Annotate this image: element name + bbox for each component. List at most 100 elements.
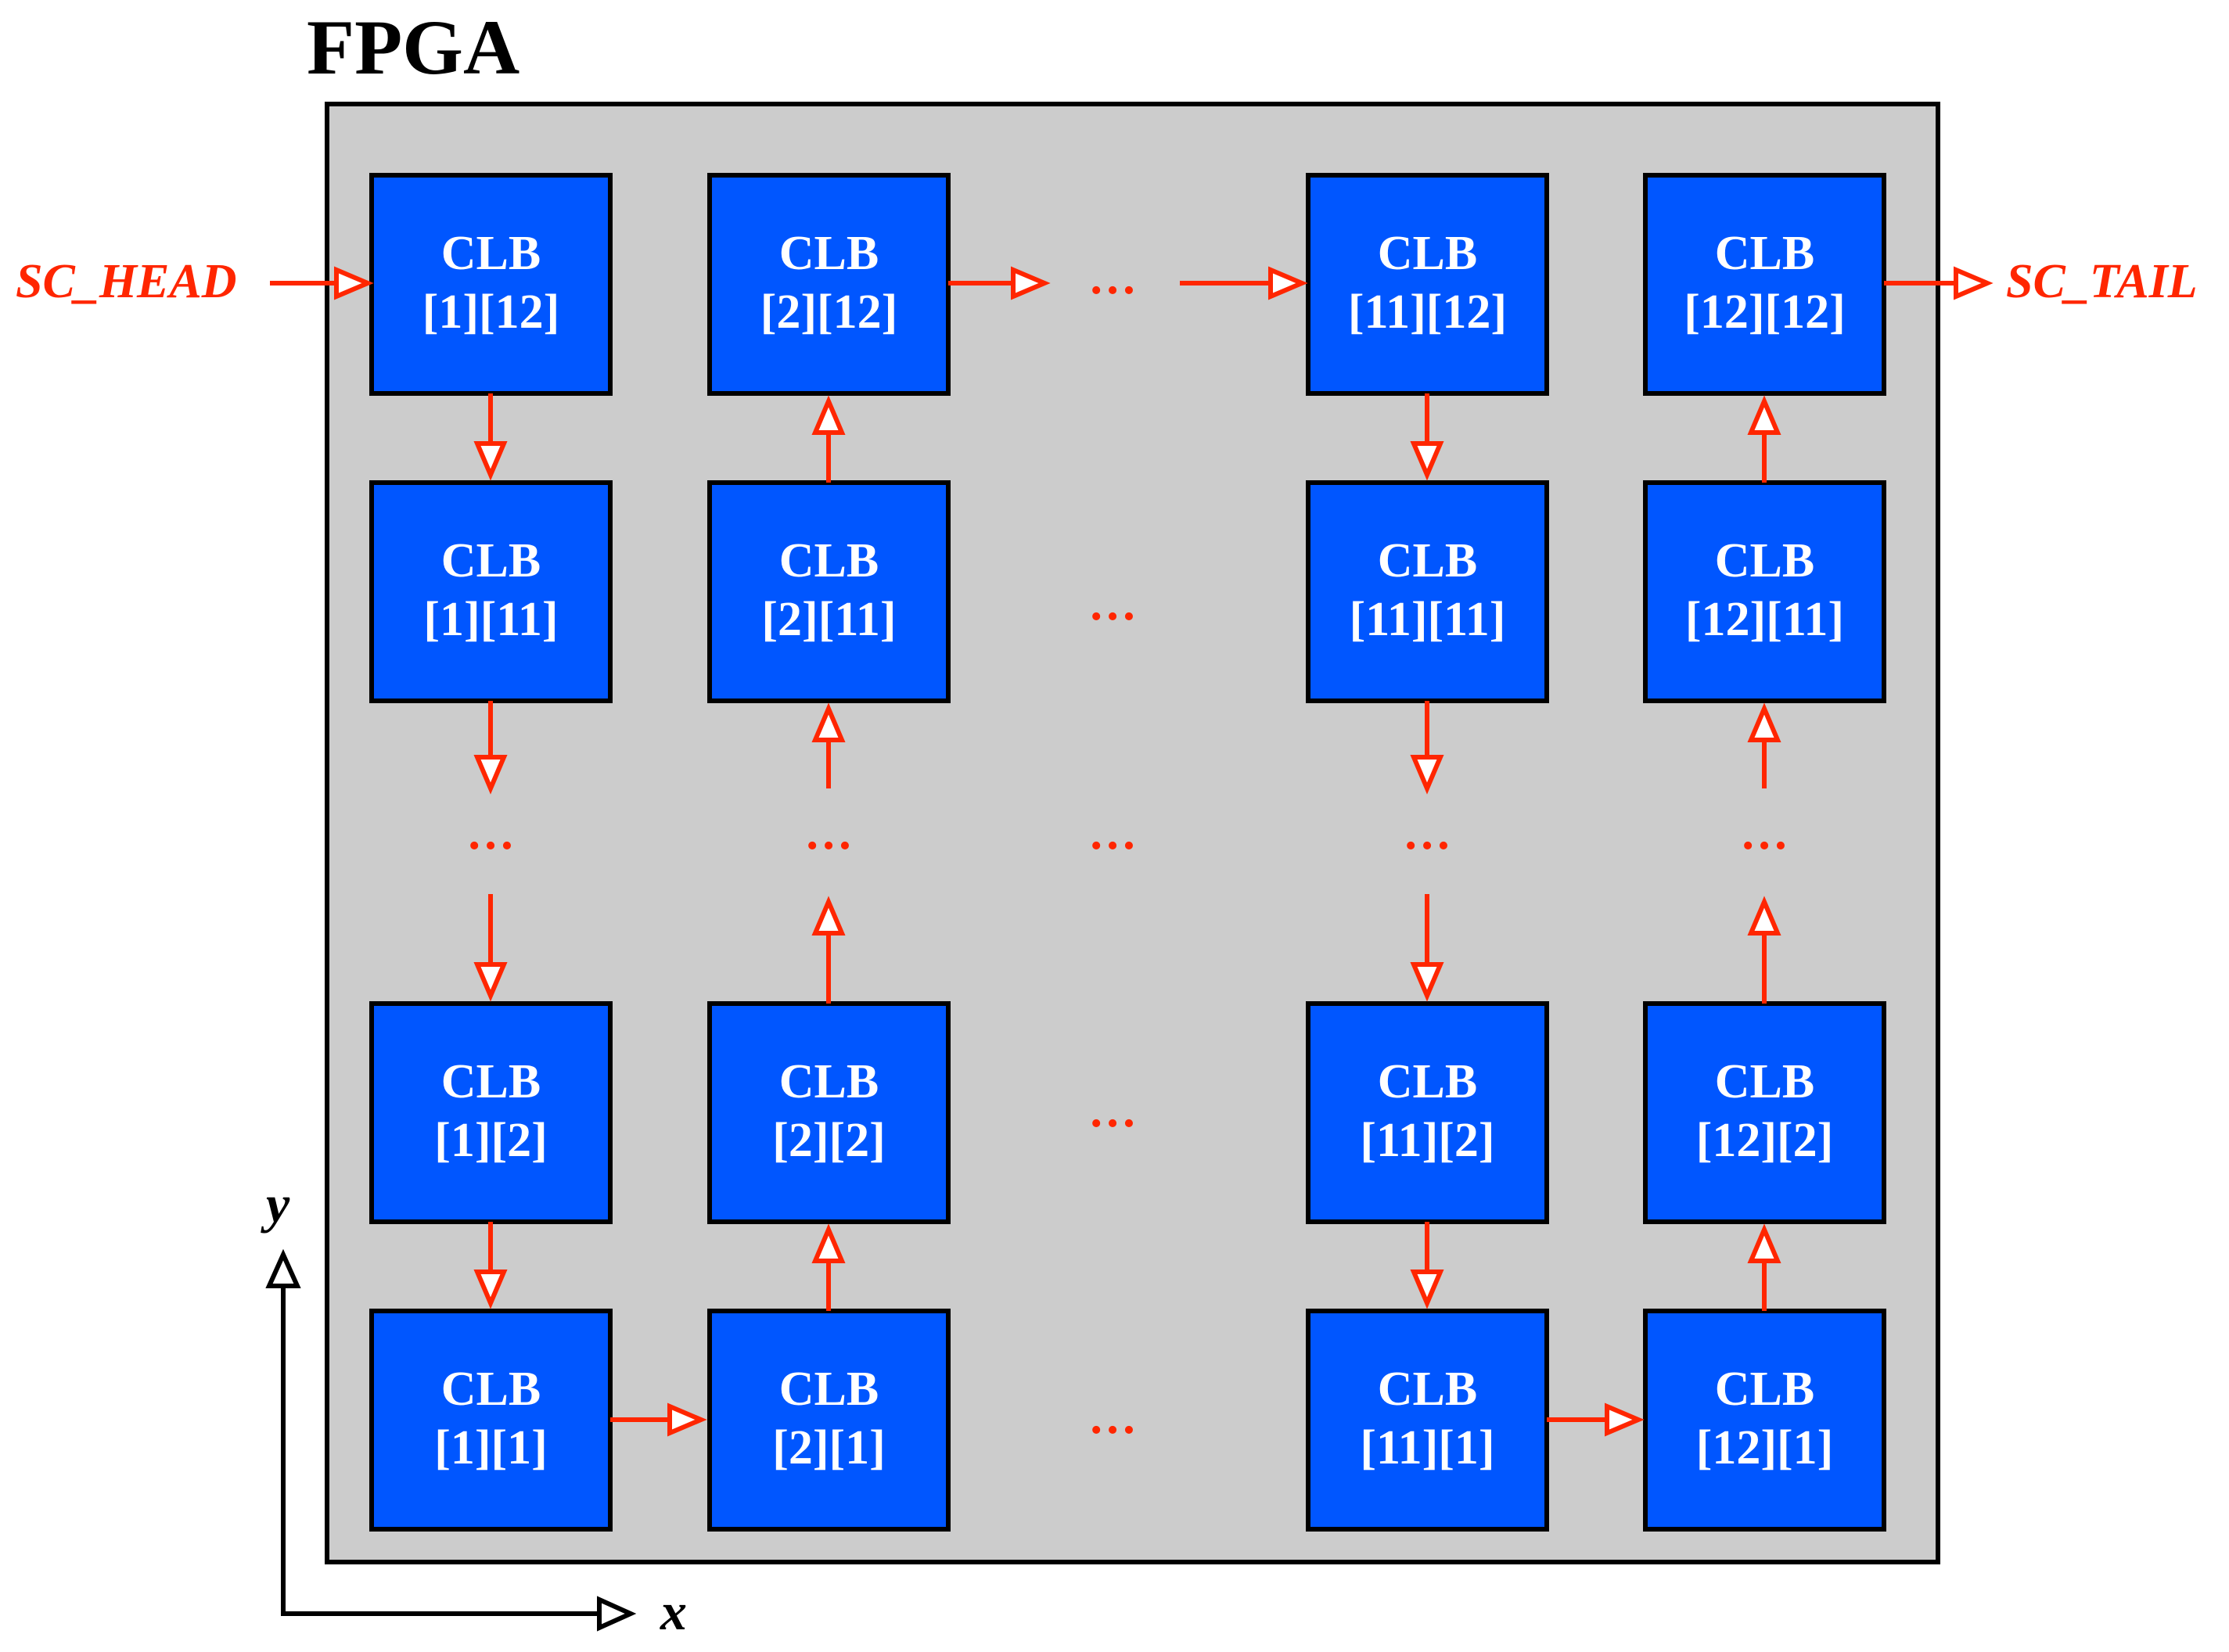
scan-chain-arrow [473, 701, 508, 795]
clb-coordinate-label: [2][11] [761, 593, 896, 646]
clb-name-label: CLB [1715, 534, 1814, 587]
ellipsis-mark: … [1088, 1084, 1137, 1137]
scan-chain-arrow [811, 395, 846, 483]
arrow-head [1747, 896, 1781, 936]
clb-block: CLB [12][2] [1643, 1001, 1886, 1224]
clb-block-box [707, 173, 951, 396]
clb-block: CLB [11][12] [1306, 173, 1549, 396]
clb-block-box [1306, 173, 1549, 396]
clb-coordinate-label: [11][1] [1360, 1421, 1494, 1474]
clb-name-label: CLB [779, 1363, 879, 1416]
arrow-head [1011, 266, 1051, 300]
clb-block: CLB[1][1] [369, 1309, 613, 1532]
clb-grid: CLB[1][12]CLB[2][12]CLB[11][12]CLB[12][1… [369, 173, 1886, 1532]
clb-block-box [369, 480, 613, 703]
scan-chain-arrow [948, 266, 1051, 300]
clb-name-label: CLB [441, 227, 541, 280]
scan-chain-tail-label: SC_TAIL [2006, 255, 2198, 308]
clb-coordinate-label: [2][2] [772, 1114, 886, 1167]
clb-block: CLB [12][12] [1643, 173, 1886, 396]
clb-block-box [707, 1001, 951, 1224]
arrow-head [1747, 395, 1781, 435]
scan-chain-arrow [811, 896, 846, 1004]
ellipsis-mark: … [1088, 251, 1137, 304]
scan-chain-arrow [1747, 1223, 1781, 1311]
clb-block: CLB [1][11] [369, 480, 613, 703]
clb-name-label: CLB [441, 534, 541, 587]
clb-coordinate-label: [1][12] [422, 286, 560, 339]
scan-chain-arrow [811, 702, 846, 788]
arrow-head [334, 266, 374, 300]
clb-name-label: CLB [441, 1055, 541, 1108]
arrow-head [1410, 1270, 1444, 1309]
ellipsis-marks: ……………………… [466, 251, 1789, 1444]
arrow-head [473, 441, 508, 481]
ellipsis-mark: … [1403, 806, 1451, 860]
clb-name-label: CLB [1378, 534, 1477, 587]
arrow-head [811, 395, 846, 435]
scan-chain-arrow [1747, 896, 1781, 1004]
y-axis-arrowhead [265, 1248, 301, 1288]
arrow-head [1410, 755, 1444, 795]
clb-block: CLB [12][11] [1643, 480, 1886, 703]
clb-name-label: CLB [1715, 1363, 1814, 1416]
arrow-head [473, 755, 508, 795]
arrow-head [811, 702, 846, 742]
clb-block: CLB [1][2] [369, 1001, 613, 1224]
clb-block: CLB [2][11] [707, 480, 951, 703]
scan-chain-arrow [1547, 1402, 1645, 1437]
scan-chain-head-arrow [270, 266, 374, 300]
clb-block-box [1643, 1309, 1886, 1532]
clb-coordinate-label: [1][11] [423, 593, 558, 646]
scan-chain-arrow [1410, 701, 1444, 795]
clb-name-label: CLB [779, 1055, 879, 1108]
arrow-head [1410, 441, 1444, 481]
arrow-head [811, 896, 846, 936]
clb-block: CLB [11][11] [1306, 480, 1549, 703]
scan-chain-arrow [610, 1402, 707, 1437]
clb-block-box [369, 1309, 613, 1532]
arrow-head [667, 1402, 707, 1437]
clb-block: CLB[11][1] [1306, 1309, 1549, 1532]
diagram-title: FPGA [307, 4, 520, 91]
clb-coordinate-label: [11][2] [1360, 1114, 1494, 1167]
clb-coordinate-label: [11][11] [1350, 593, 1506, 646]
clb-name-label: CLB [1715, 1055, 1814, 1108]
arrow-head [1747, 702, 1781, 742]
arrow-head [811, 1223, 846, 1263]
scan-chain-arrow [473, 1222, 508, 1309]
clb-block-box [1643, 1001, 1886, 1224]
ellipsis-mark: … [1088, 577, 1137, 630]
clb-block-box [1643, 173, 1886, 396]
y-axis-label: y [261, 1174, 290, 1234]
arrow-head [1268, 266, 1308, 300]
scan-chain-arrows [270, 266, 1994, 1437]
scan-chain-arrow [473, 393, 508, 481]
clb-block-box [369, 173, 613, 396]
clb-block: CLB[2][1] [707, 1309, 951, 1532]
scan-chain-arrow [811, 1223, 846, 1311]
ellipsis-mark: … [804, 806, 853, 860]
ellipsis-mark: … [1740, 806, 1789, 860]
clb-block-box [1306, 1001, 1549, 1224]
scan-chain-arrow [1410, 894, 1444, 1002]
clb-coordinate-label: [12][12] [1684, 286, 1846, 339]
axis-indicator: y x [261, 1174, 687, 1641]
scan-chain-arrow [473, 894, 508, 1002]
arrow-head [1954, 266, 1994, 300]
arrow-head [1410, 962, 1444, 1002]
clb-name-label: CLB [1715, 227, 1814, 280]
clb-name-label: CLB [1378, 1055, 1477, 1108]
arrow-head [473, 1270, 508, 1309]
clb-block-box [707, 1309, 951, 1532]
clb-name-label: CLB [779, 227, 879, 280]
clb-coordinate-label: [1][2] [434, 1114, 548, 1167]
ellipsis-mark: … [466, 806, 515, 860]
clb-block-box [1643, 480, 1886, 703]
clb-name-label: CLB [441, 1363, 541, 1416]
scan-chain-head-label: SC_HEAD [16, 255, 237, 308]
arrow-head [1605, 1402, 1645, 1437]
scan-chain-arrow [1410, 393, 1444, 481]
clb-block: CLB [11][2] [1306, 1001, 1549, 1224]
